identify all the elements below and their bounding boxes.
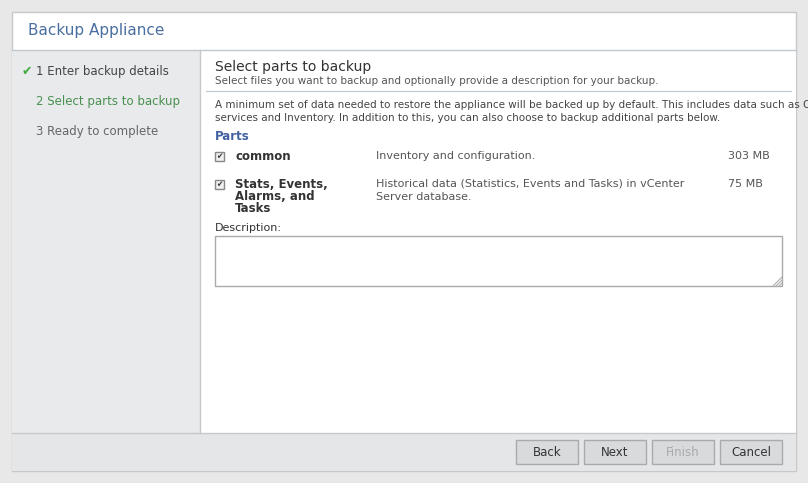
Text: ✔: ✔ — [22, 66, 32, 79]
Text: 3 Ready to complete: 3 Ready to complete — [36, 126, 158, 139]
Bar — [201, 50, 796, 433]
Text: Parts: Parts — [215, 129, 250, 142]
Bar — [215, 152, 224, 160]
Text: Historical data (Statistics, Events and Tasks) in vCenter: Historical data (Statistics, Events and … — [376, 179, 684, 189]
Text: common: common — [235, 150, 291, 162]
Bar — [652, 440, 714, 464]
Text: services and Inventory. In addition to this, you can also choose to backup addit: services and Inventory. In addition to t… — [215, 113, 720, 123]
Text: Tasks: Tasks — [235, 201, 271, 214]
Text: Finish: Finish — [666, 445, 700, 458]
Text: Next: Next — [601, 445, 629, 458]
Text: Description:: Description: — [215, 223, 282, 233]
Text: 303 MB: 303 MB — [728, 151, 770, 161]
Text: Cancel: Cancel — [731, 445, 771, 458]
Bar — [12, 50, 200, 433]
Text: Stats, Events,: Stats, Events, — [235, 177, 328, 190]
Bar — [215, 236, 782, 286]
Bar — [584, 440, 646, 464]
Text: Server database.: Server database. — [376, 192, 472, 202]
Text: ✔: ✔ — [217, 152, 223, 160]
Text: Select parts to backup: Select parts to backup — [215, 60, 371, 74]
Bar — [516, 440, 578, 464]
Text: Inventory and configuration.: Inventory and configuration. — [376, 151, 536, 161]
Text: Select files you want to backup and optionally provide a description for your ba: Select files you want to backup and opti… — [215, 76, 659, 86]
Text: Backup Appliance: Backup Appliance — [28, 24, 164, 39]
Text: ✔: ✔ — [217, 180, 223, 188]
Text: 2 Select parts to backup: 2 Select parts to backup — [36, 96, 180, 109]
Text: A minimum set of data needed to restore the appliance will be backed up by defau: A minimum set of data needed to restore … — [215, 100, 808, 110]
Bar — [12, 433, 796, 471]
Bar — [720, 440, 782, 464]
Text: 1 Enter backup details: 1 Enter backup details — [36, 66, 169, 79]
Text: Back: Back — [532, 445, 562, 458]
Bar — [215, 180, 224, 188]
Text: Alarms, and: Alarms, and — [235, 189, 314, 202]
Text: 75 MB: 75 MB — [728, 179, 763, 189]
